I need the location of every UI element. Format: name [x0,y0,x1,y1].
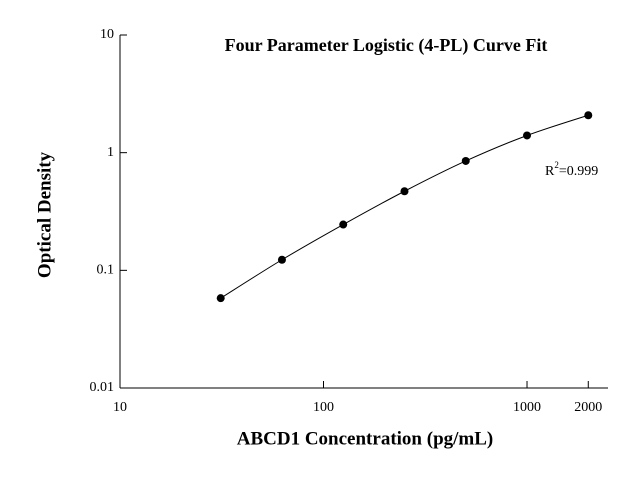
x-tick-label: 2000 [574,400,602,415]
data-point [461,156,470,165]
data-point [584,111,593,120]
y-tick-label: 0.1 [97,263,115,278]
data-point [339,220,348,229]
y-tick-label: 10 [100,27,114,42]
x-tick-label: 100 [313,400,334,415]
data-point [400,187,409,196]
y-axis-label: Optical Density [34,151,55,278]
data-point [216,294,225,303]
annotation-base: R [545,164,555,179]
x-tick-label: 1000 [513,400,541,415]
data-point [277,255,286,264]
x-axis-label: ABCD1 Concentration (pg/mL) [237,428,494,449]
y-tick-label: 1 [107,145,114,160]
x-tick-label: 10 [113,400,127,415]
y-tick-label: 0.01 [90,380,115,395]
data-point [523,131,532,140]
chart-title: Four Parameter Logistic (4-PL) Curve Fit [225,35,548,56]
fit-curve [220,114,589,299]
annotation-superscript: 2 [554,160,559,170]
annotation-text: =0.999 [559,164,598,179]
annotation: R2=0.999 [545,160,598,179]
